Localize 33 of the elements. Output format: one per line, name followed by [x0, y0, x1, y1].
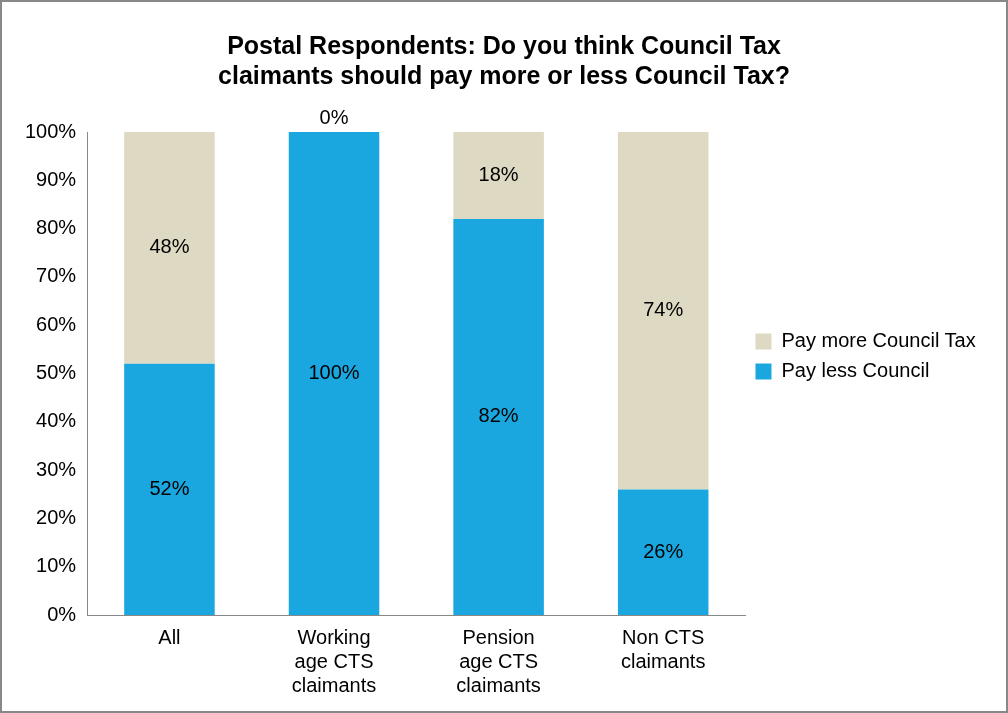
y-tick-label: 30%	[36, 457, 77, 480]
bar	[453, 132, 544, 219]
x-tick-label: All	[158, 625, 181, 648]
y-tick-label: 100%	[25, 119, 77, 142]
data-label: 26%	[643, 539, 684, 562]
bar	[124, 363, 215, 615]
data-label: 74%	[643, 298, 684, 321]
bar	[288, 132, 380, 615]
x-tick-label: Non CTS claimants	[620, 625, 706, 672]
y-tick-label: 60%	[36, 312, 77, 335]
y-tick-label: 10%	[36, 554, 77, 577]
y-tick-label: 20%	[36, 505, 77, 528]
data-label: 52%	[149, 476, 190, 499]
data-label: 18%	[478, 162, 519, 185]
chart-title: Postal Respondents: Do you think Council Tax claimants should pay more or less Council Tax?	[218, 30, 790, 89]
legend-label: Pay more Council Tax	[781, 329, 976, 352]
data-label: 82%	[478, 404, 519, 427]
x-tick-label: Working age CTS claimants	[291, 625, 377, 696]
y-tick-label: 80%	[36, 216, 77, 239]
bar	[617, 489, 709, 615]
legend-label: Pay less Council	[781, 359, 930, 382]
y-tick-label: 90%	[36, 167, 77, 190]
y-tick-label: 50%	[36, 361, 77, 384]
bar	[617, 132, 709, 490]
x-tick-label: Pension age CTS claimants	[456, 625, 541, 696]
data-label: 0%	[319, 105, 349, 128]
data-label: 100%	[308, 361, 360, 384]
bar	[453, 218, 544, 615]
y-tick-label: 40%	[36, 409, 77, 432]
y-tick-label: 70%	[36, 264, 77, 287]
bar	[124, 132, 215, 364]
y-tick-label: 0%	[47, 602, 77, 625]
data-label: 48%	[149, 235, 190, 258]
